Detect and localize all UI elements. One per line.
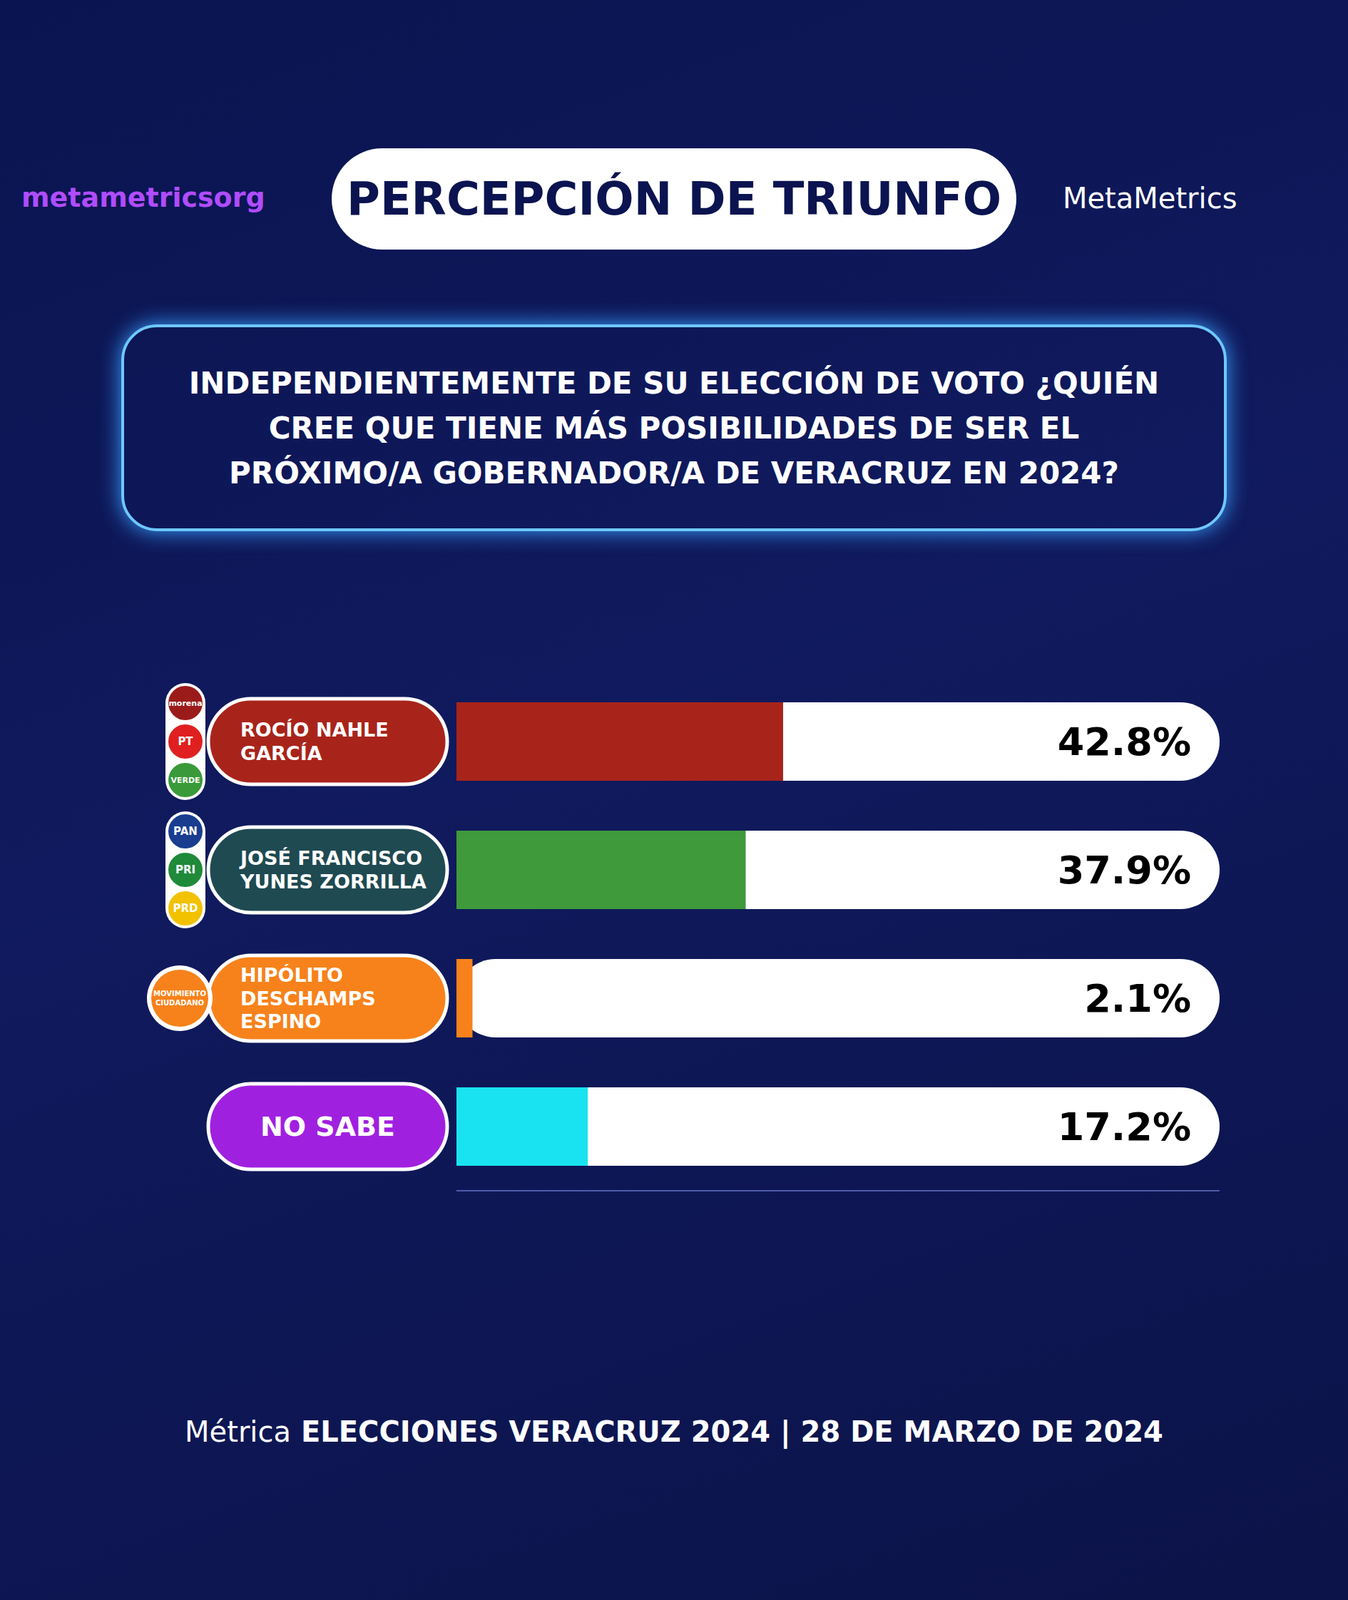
svg-text:HIPÓLITO: HIPÓLITO [240,964,344,987]
svg-text:morena: morena [168,698,202,709]
html-text:PERCEPCIÓN DE TRIUNFO: PERCEPCIÓN DE TRIUNFO [346,172,1002,226]
svg-text:VERDE: VERDE [170,775,200,786]
svg-text:ESPINO: ESPINO [240,1010,321,1033]
svg-text:ROCÍO NAHLE: ROCÍO NAHLE [240,718,389,742]
svg-text:YUNES ZORRILLA: YUNES ZORRILLA [239,870,427,893]
svg-text:PAN: PAN [173,825,198,839]
html-text:Métrica ELECCIONES VERACRUZ 20: Métrica ELECCIONES VERACRUZ 2024 | 28 DE… [184,1415,1164,1449]
svg-text:17.2%: 17.2% [1057,1104,1192,1150]
svg-text:42.8%: 42.8% [1057,719,1192,765]
svg-text:2.1%: 2.1% [1084,976,1192,1022]
svg-text:PRD: PRD [173,902,199,916]
svg-text:DESCHAMPS: DESCHAMPS [240,987,376,1010]
html-text:INDEPENDIENTEMENTE DE SU ELECC: INDEPENDIENTEMENTE DE SU ELECCIÓN DE VOT… [188,365,1160,491]
svg-text:NO SABE: NO SABE [260,1111,396,1143]
svg-text:GARCÍA: GARCÍA [240,742,323,765]
svg-text:JOSÉ FRANCISCO: JOSÉ FRANCISCO [238,847,423,870]
html-text:metametricsorg: metametricsorg [21,181,266,214]
svg-text:37.9%: 37.9% [1057,848,1192,893]
html-text:MetaMetrics: MetaMetrics [1062,181,1238,215]
svg-text:PT: PT [177,735,194,749]
svg-text:PRI: PRI [175,863,196,877]
svg-text:MOVIMIENTO: MOVIMIENTO [153,989,207,998]
svg-text:CIUDADANO: CIUDADANO [155,999,204,1008]
